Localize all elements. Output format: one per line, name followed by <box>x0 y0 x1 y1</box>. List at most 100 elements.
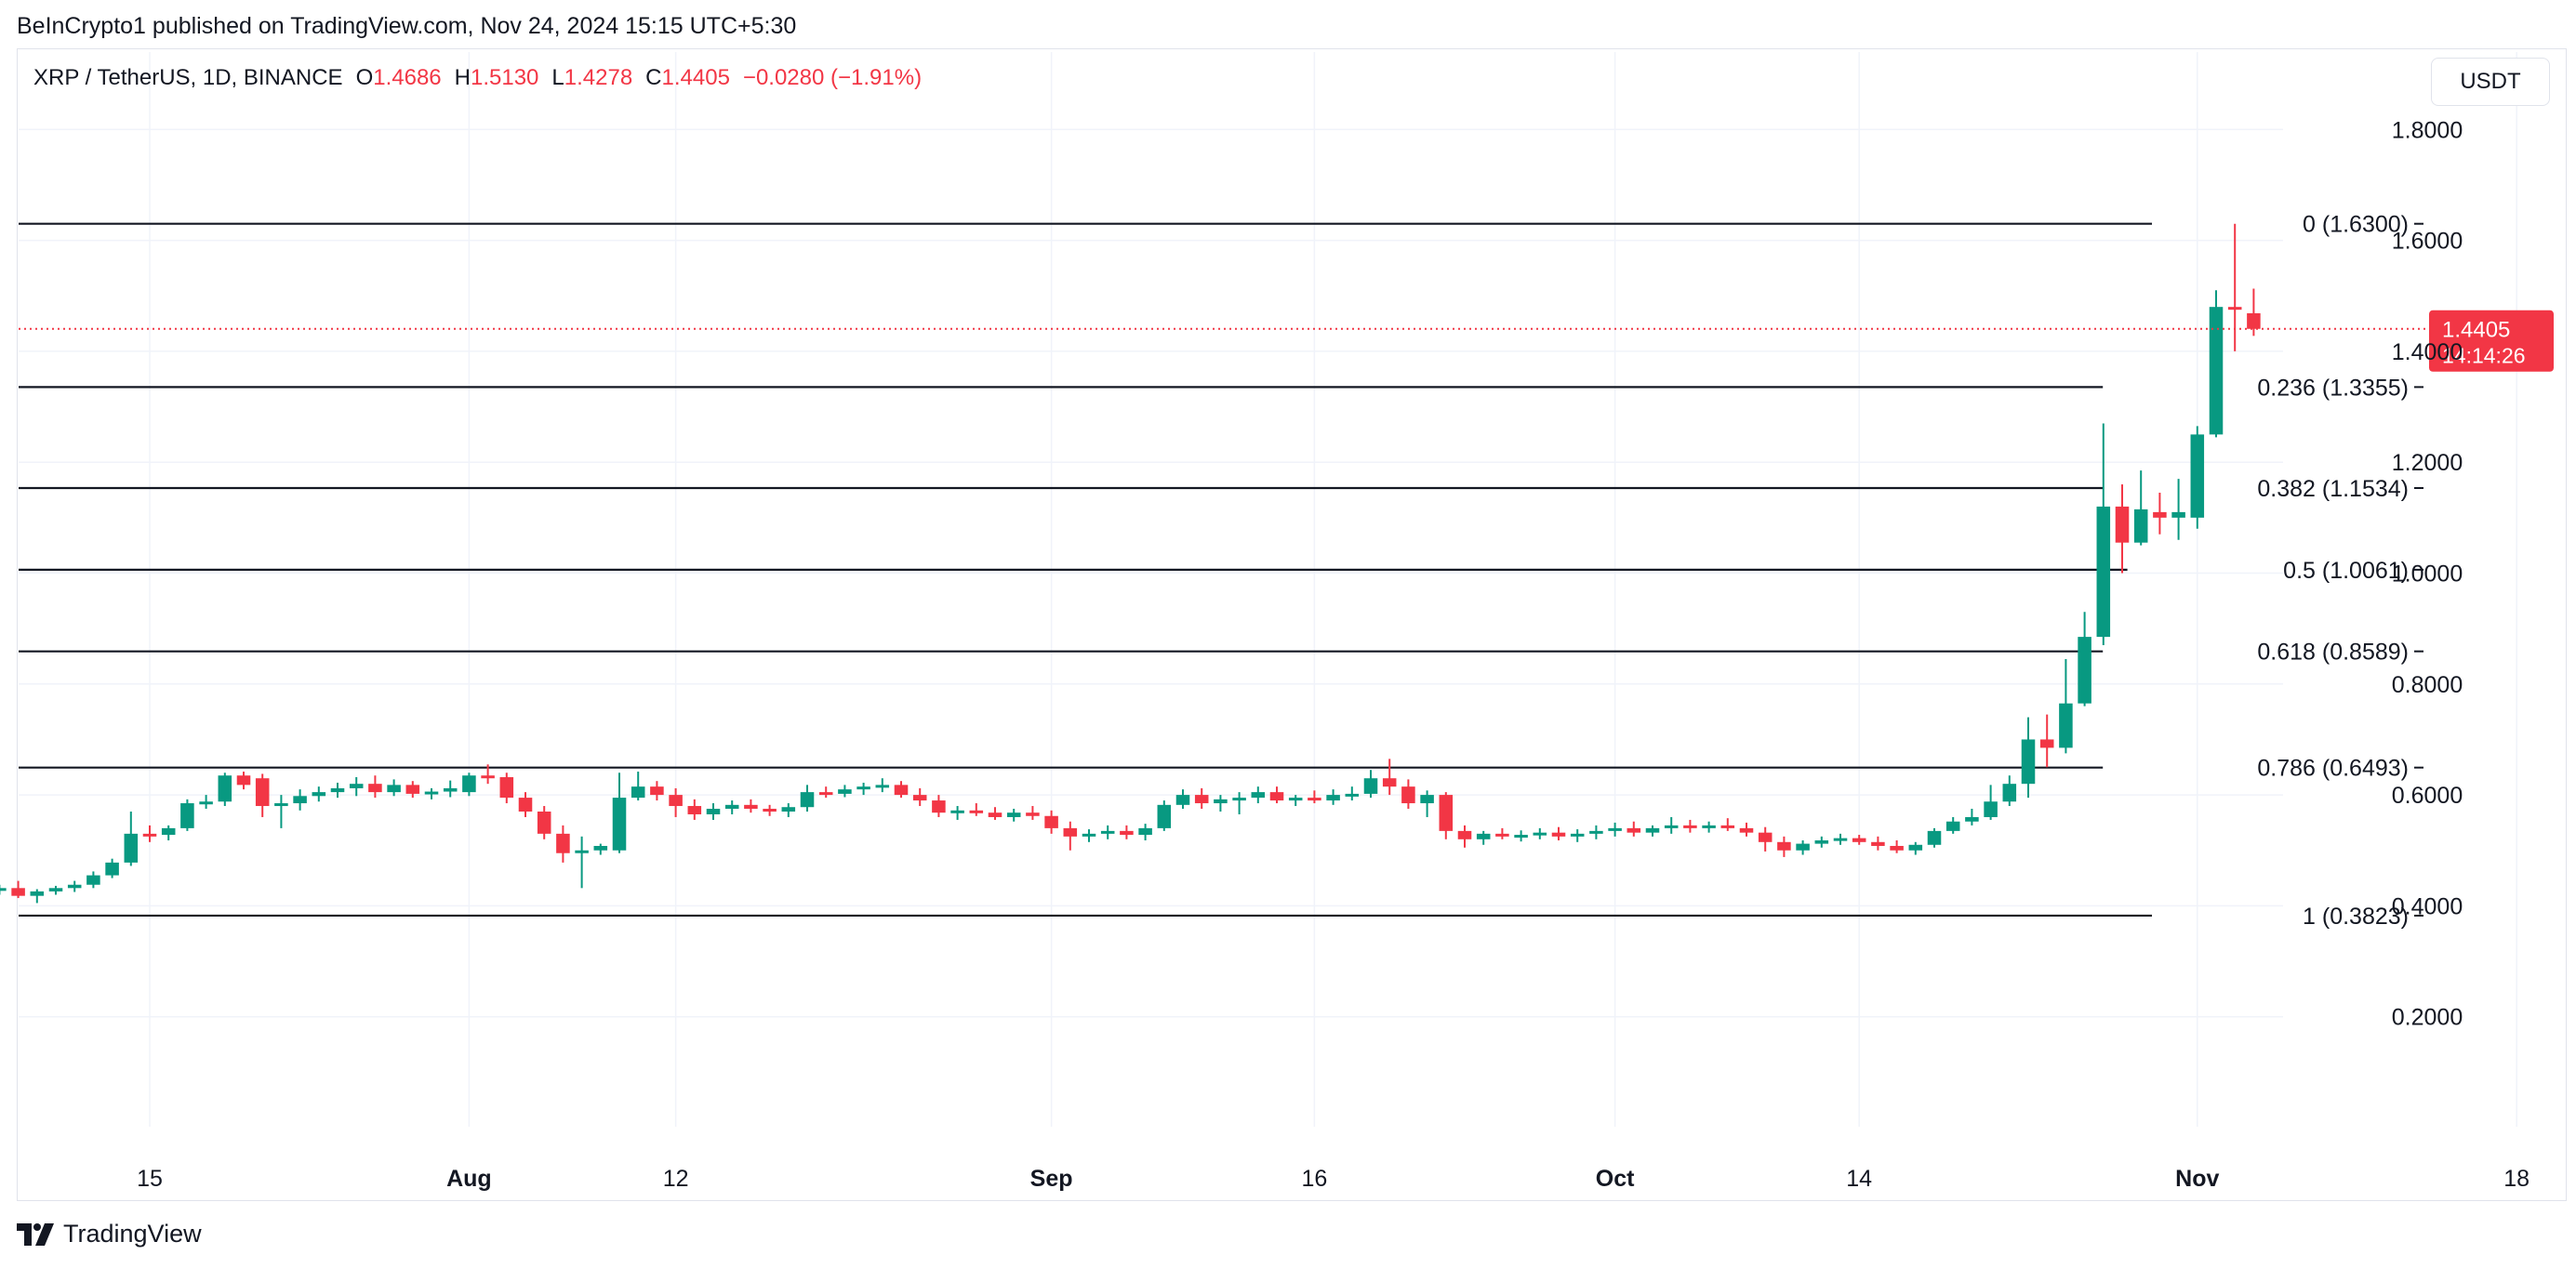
candle-up <box>293 789 307 811</box>
candle-up <box>1514 830 1528 842</box>
candle-up <box>462 773 476 797</box>
candle-body <box>631 786 645 799</box>
candle-up <box>1006 809 1021 822</box>
tradingview-logo-icon <box>17 1222 54 1246</box>
candle-up <box>575 836 589 889</box>
candle-body <box>30 891 45 896</box>
candle-down <box>368 775 382 799</box>
candle-up <box>2059 658 2073 754</box>
candle-up <box>1251 786 1266 804</box>
price-axis: 0.2000 0.4000 0.6000 0.8000 1.0000 1.2000 1.40… <box>2392 117 2463 1030</box>
candle-down <box>894 781 909 799</box>
symbol-name[interactable]: XRP / TetherUS, 1D, BINANCE <box>33 65 343 90</box>
tradingview-logo[interactable]: TradingView <box>17 1220 202 1248</box>
candle-body <box>443 787 458 792</box>
candle-body <box>912 795 927 801</box>
candle-body <box>368 784 382 793</box>
candle-body <box>1514 835 1528 839</box>
candle-body <box>67 884 82 889</box>
candle-down <box>969 803 984 816</box>
candle-body <box>1382 778 1397 787</box>
candle-body <box>1890 845 1904 851</box>
candle-up <box>2190 426 2205 529</box>
candle-down <box>744 799 758 813</box>
candle-body <box>593 845 608 851</box>
candle-body <box>1100 830 1115 834</box>
candle-up <box>1533 827 1547 839</box>
candle-down <box>2227 223 2242 351</box>
bar-countdown: 14:14:26 <box>2442 344 2526 368</box>
candle-body <box>499 777 514 799</box>
candle-down <box>932 795 946 817</box>
high-label: H <box>454 65 471 90</box>
y-tick-label: 1.4000 <box>2392 339 2463 365</box>
candle-down <box>11 880 25 899</box>
candle-body <box>1063 827 1078 837</box>
candle-up <box>1288 795 1303 807</box>
candle-down <box>912 787 927 807</box>
candle-body <box>894 785 909 796</box>
candle-up <box>1157 800 1172 831</box>
y-tick-label: 0.6000 <box>2392 783 2463 809</box>
candle-body <box>330 787 345 793</box>
candle-body <box>1683 825 1697 828</box>
candle-up <box>612 773 627 853</box>
candle-body <box>1627 827 1641 833</box>
candle-body <box>1363 778 1378 794</box>
candle-body <box>1288 798 1303 801</box>
candle-down <box>2115 484 2130 574</box>
candle-up <box>1175 789 1190 810</box>
candle-body <box>1006 812 1021 817</box>
candle-body <box>1157 804 1172 828</box>
candle-down <box>687 799 702 820</box>
candle-down <box>142 825 157 842</box>
candle-body <box>1439 795 1454 831</box>
candle-body <box>1232 798 1246 801</box>
candle-up <box>1664 816 1679 834</box>
candle-up <box>1965 809 1979 826</box>
candle-body <box>988 812 1003 817</box>
candle-body <box>199 801 213 805</box>
candle-body <box>48 888 63 892</box>
candle-up <box>0 884 7 895</box>
symbol-legend: XRP / TetherUS, 1D, BINANCE O1.4686 H1.513… <box>33 65 922 91</box>
candle-body <box>255 778 270 807</box>
candle-body <box>518 798 533 812</box>
candle-body <box>405 785 420 794</box>
candle-up <box>105 858 119 878</box>
candle-down <box>537 806 551 839</box>
candle-body <box>612 798 627 851</box>
candle-down <box>650 781 664 801</box>
candle-up <box>180 799 194 831</box>
candle-body <box>2002 784 2017 802</box>
candle-body <box>1945 821 1960 831</box>
candle-body <box>1984 801 1998 817</box>
candle-down <box>1120 825 1134 839</box>
close-value: 1.4405 <box>661 65 730 90</box>
currency-selector[interactable]: USDT <box>2431 58 2550 106</box>
candle-up <box>1082 829 1096 842</box>
candle-up <box>387 779 401 797</box>
candle-body <box>0 888 7 892</box>
candle-down <box>669 787 683 817</box>
candle-up <box>443 780 458 798</box>
candle-body <box>1138 827 1152 836</box>
candle-down <box>2247 288 2261 337</box>
candle-down <box>818 786 833 799</box>
candle-body <box>2209 307 2224 435</box>
candle-up <box>161 825 176 841</box>
y-tick-label: 1.8000 <box>2392 117 2463 143</box>
candle-up <box>1570 829 1585 842</box>
candle-body <box>2247 312 2261 329</box>
chart-pane[interactable] <box>17 48 2567 1201</box>
candle-up <box>800 785 815 812</box>
x-tick-label: 18 <box>2503 1166 2530 1192</box>
candle-body <box>1833 838 1848 841</box>
candle-down <box>1269 786 1284 804</box>
candle-up <box>2096 423 2111 646</box>
candle-body <box>2078 637 2091 704</box>
candle-up <box>1232 792 1246 814</box>
candle-up <box>1796 840 1810 855</box>
